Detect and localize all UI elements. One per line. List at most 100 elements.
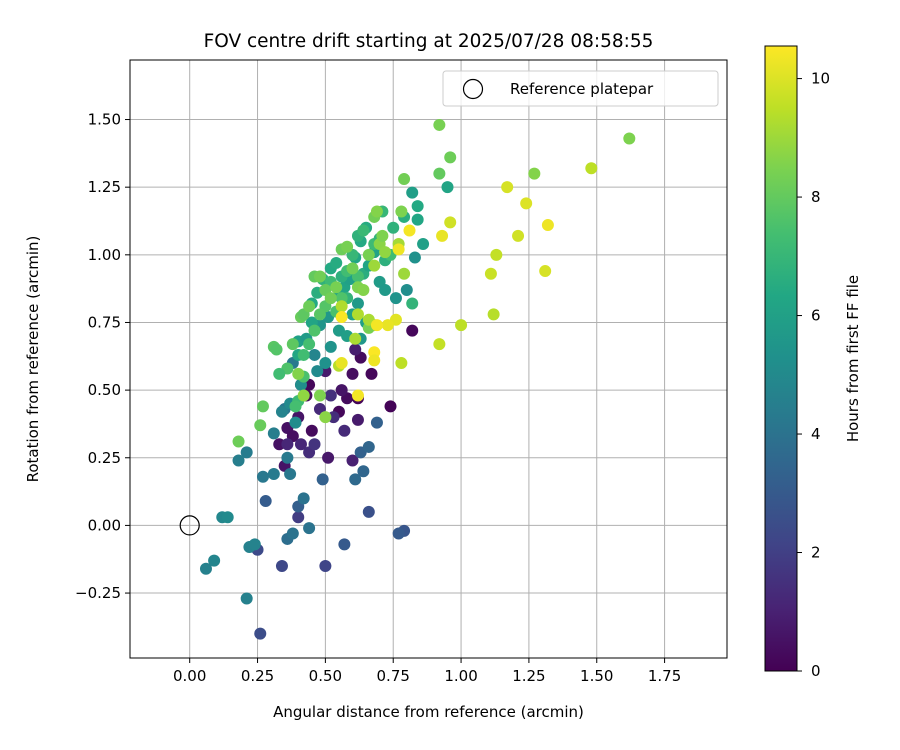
scatter-point	[286, 527, 299, 540]
scatter-point	[316, 473, 329, 486]
colorbar-tick-label: 4	[811, 425, 821, 443]
scatter-point	[221, 511, 234, 524]
scatter-point	[487, 308, 500, 321]
scatter-points	[199, 118, 636, 640]
scatter-point	[324, 340, 337, 353]
scatter-point	[297, 389, 310, 402]
x-tick-label: 1.75	[648, 667, 681, 685]
colorbar-tick-label: 0	[811, 662, 821, 680]
legend: Reference platepar	[442, 70, 719, 107]
colorbar-ticks: 0 2 4 6 8 10	[797, 70, 830, 680]
scatter-point	[335, 384, 348, 397]
scatter-point	[351, 389, 364, 402]
y-tick-label: 0.00	[88, 516, 121, 534]
scatter-point	[308, 348, 321, 361]
scatter-point	[335, 311, 348, 324]
legend-box	[442, 70, 719, 107]
scatter-point	[199, 562, 212, 575]
scatter-point	[395, 357, 408, 370]
colorbar-tick-label: 8	[811, 188, 821, 206]
x-axis: 0.00 0.25 0.50 0.75 1.00 1.25 1.50 1.75	[173, 658, 681, 685]
colorbar-gradient	[764, 45, 798, 672]
scatter-point	[501, 181, 514, 194]
scatter-point	[623, 132, 636, 145]
scatter-point	[289, 416, 302, 429]
scatter-point	[406, 324, 419, 337]
plot-area	[129, 59, 728, 659]
y-tick-label: 1.00	[88, 246, 121, 264]
scatter-point	[319, 357, 332, 370]
scatter-point	[303, 338, 316, 351]
scatter-point	[349, 343, 362, 356]
y-axis: −0.25 0.00 0.25 0.50 0.75 1.00 1.25 1.50	[75, 111, 130, 602]
scatter-point	[349, 332, 362, 345]
scatter-point	[408, 251, 421, 264]
scatter-point	[346, 262, 359, 275]
scatter-point	[490, 248, 503, 261]
scatter-point	[357, 284, 370, 296]
scatter-point	[411, 213, 424, 226]
scatter-point	[433, 118, 446, 131]
scatter-point	[351, 413, 364, 426]
scatter-point	[512, 229, 525, 242]
scatter-point	[275, 560, 288, 572]
y-axis-label: Rotation from reference (arcmin)	[24, 236, 42, 483]
scatter-point	[319, 411, 332, 424]
y-tick-label: −0.25	[75, 584, 121, 602]
colorbar-label: Hours from first FF file	[844, 275, 862, 442]
scatter-point	[528, 167, 541, 180]
scatter-point	[281, 438, 294, 451]
scatter-point	[281, 451, 294, 464]
y-tick-label: 0.75	[88, 313, 121, 331]
scatter-point	[232, 435, 245, 448]
scatter-point	[389, 292, 402, 305]
scatter-point	[267, 468, 280, 480]
x-tick-label: 1.25	[512, 667, 545, 685]
scatter-point	[441, 181, 454, 194]
x-tick-label: 1.50	[580, 667, 613, 685]
scatter-point	[273, 367, 286, 380]
scatter-point	[370, 416, 383, 429]
scatter-point	[289, 400, 302, 413]
chart-title: FOV centre drift starting at 2025/07/28 …	[204, 31, 654, 52]
scatter-point	[324, 292, 337, 305]
scatter-point	[406, 186, 419, 199]
scatter-point	[357, 224, 370, 237]
scatter-point	[240, 592, 253, 605]
legend-marker-icon	[462, 78, 484, 100]
scatter-point	[313, 270, 326, 283]
scatter-point	[267, 427, 280, 440]
scatter-point	[284, 468, 297, 480]
y-tick-label: 0.50	[88, 381, 121, 399]
scatter-point	[381, 319, 394, 332]
scatter-point	[351, 297, 364, 310]
scatter-point	[362, 248, 375, 261]
scatter-point	[346, 367, 359, 380]
scatter-point	[368, 354, 381, 367]
grid	[130, 60, 727, 658]
y-tick-label: 1.50	[88, 111, 121, 129]
scatter-point	[346, 454, 359, 467]
scatter-point	[256, 400, 269, 413]
scatter-point	[370, 319, 383, 332]
scatter-point	[322, 451, 335, 464]
y-tick-label: 0.25	[88, 449, 121, 467]
scatter-point	[395, 205, 408, 218]
scatter-point	[308, 438, 321, 451]
scatter-point	[330, 256, 343, 269]
scatter-point	[254, 627, 267, 640]
scatter-point	[311, 365, 324, 378]
scatter-point	[539, 265, 552, 278]
scatter-point	[335, 300, 348, 313]
scatter-point	[585, 162, 598, 175]
scatter-point	[248, 538, 261, 551]
x-tick-label: 0.00	[173, 667, 206, 685]
scatter-point	[330, 281, 343, 294]
scatter-point	[433, 338, 446, 351]
scatter-point	[379, 246, 392, 259]
scatter-point	[400, 284, 413, 296]
scatter-point	[436, 229, 449, 242]
scatter-point	[387, 221, 400, 234]
scatter-point	[357, 465, 370, 478]
